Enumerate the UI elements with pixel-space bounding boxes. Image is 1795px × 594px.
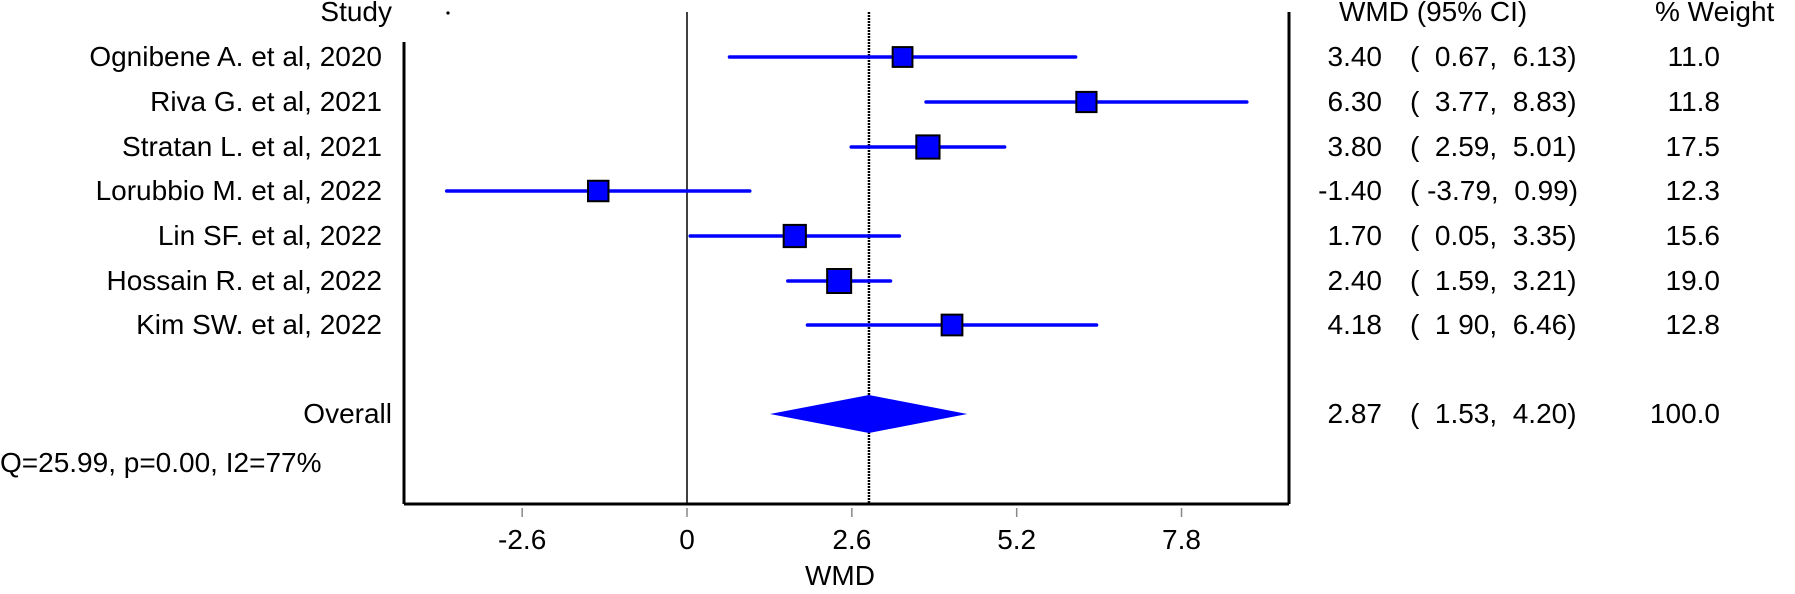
study-row-weight: 19.0: [1665, 265, 1721, 296]
x-tick-label: 2.6: [832, 524, 871, 555]
effect-column-header: WMD (95% CI): [1339, 0, 1528, 27]
overall-diamond: [770, 395, 968, 433]
stray-dot: [446, 11, 450, 15]
study-marker: [587, 179, 610, 203]
study-row-wmd: 2.40: [1327, 265, 1383, 296]
heterogeneity-stats: Q=25.99, p=0.00, I2=77%: [0, 447, 322, 478]
study-marker: [940, 313, 964, 337]
x-tick-label: 5.2: [997, 524, 1036, 555]
overall-label: Overall: [303, 398, 392, 429]
study-label: Riva G. et al, 2021: [150, 86, 382, 117]
study-column-header: Study: [320, 0, 392, 27]
study-label: Kim SW. et al, 2022: [136, 309, 382, 340]
study-row-wmd: 3.80: [1327, 131, 1383, 162]
study-row-ci: ( -3.79, 0.99): [1410, 175, 1579, 206]
study-marker: [915, 134, 941, 160]
study-row-weight: 11.0: [1667, 41, 1720, 72]
study-label: Stratan L. et al, 2021: [122, 131, 382, 162]
x-tick-label: 0: [679, 524, 695, 555]
study-row-wmd: 6.30: [1327, 86, 1383, 117]
study-row-wmd: 1.70: [1327, 220, 1383, 251]
study-row-weight: 11.8: [1667, 86, 1720, 117]
study-row-wmd: 3.40: [1327, 41, 1383, 72]
overall-row-ci: ( 1.53, 4.20): [1410, 398, 1577, 429]
study-row-weight: 12.8: [1665, 309, 1721, 340]
study-row-weight: 12.3: [1665, 175, 1721, 206]
study-row-ci: ( 1.59, 3.21): [1410, 265, 1577, 296]
study-label: Lorubbio M. et al, 2022: [95, 175, 382, 206]
study-marker: [1075, 90, 1098, 114]
x-tick-label: -2.6: [498, 524, 546, 555]
overall-row-wmd: 2.87: [1327, 398, 1383, 429]
study-marker: [891, 46, 914, 68]
study-row-wmd: -1.40: [1318, 175, 1382, 206]
study-row-wmd: 4.18: [1327, 309, 1383, 340]
x-axis-label: WMD: [805, 560, 875, 591]
x-tick-label: 7.8: [1162, 524, 1201, 555]
study-label: Hossain R. et al, 2022: [106, 265, 383, 296]
study-row-ci: ( 2.59, 5.01): [1410, 131, 1577, 162]
study-row-ci: ( 3.77, 8.83): [1410, 86, 1577, 117]
weight-column-header: % Weight: [1655, 0, 1775, 27]
study-marker: [826, 268, 853, 294]
study-row-ci: ( 0.05, 3.35): [1410, 220, 1577, 251]
study-row-weight: 15.6: [1665, 220, 1721, 251]
study-marker: [782, 223, 807, 249]
study-label: Ognibene A. et al, 2020: [89, 41, 382, 72]
study-row-ci: ( 0.67, 6.13): [1410, 41, 1577, 72]
study-row-weight: 17.5: [1665, 131, 1721, 162]
study-label: Lin SF. et al, 2022: [157, 220, 382, 251]
overall-row-weight: 100.0: [1649, 398, 1720, 429]
study-row-ci: ( 1 90, 6.46): [1410, 309, 1577, 340]
